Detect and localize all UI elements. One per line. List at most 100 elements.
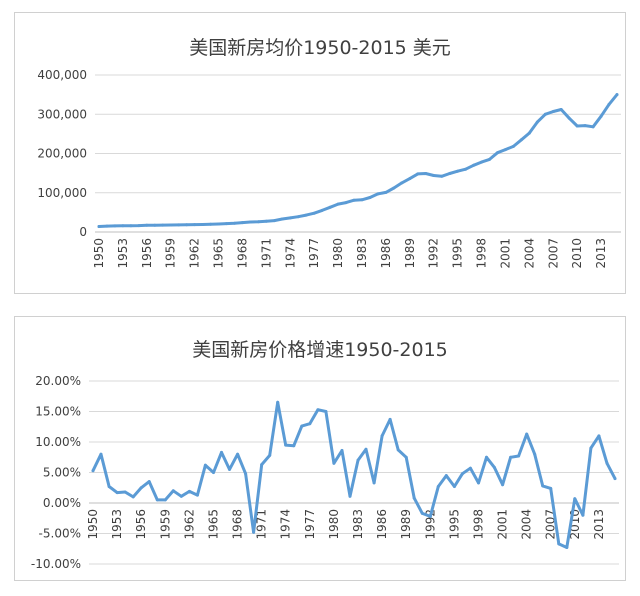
data-point (477, 481, 480, 485)
data-point (252, 530, 256, 534)
data-point (129, 224, 133, 228)
data-point (412, 496, 416, 500)
data-point (605, 461, 609, 465)
data-point (97, 225, 101, 228)
y-tick-label: -10.00% (31, 557, 81, 571)
data-point (260, 463, 264, 467)
data-point (91, 469, 95, 473)
x-tick-label: 1980 (331, 238, 345, 269)
data-point (280, 217, 284, 221)
data-point (565, 546, 569, 549)
data-point (468, 466, 472, 470)
y-tick-label: 200,000 (37, 147, 87, 161)
data-point (496, 151, 499, 155)
data-point (404, 455, 408, 459)
data-point (400, 181, 404, 185)
data-point (380, 434, 384, 438)
data-point (316, 408, 320, 412)
data-point (137, 224, 141, 228)
data-point (348, 494, 352, 498)
data-point (193, 223, 197, 227)
data-point (147, 480, 151, 484)
x-tick-label: 2010 (570, 238, 584, 269)
y-tick-label: 400,000 (37, 68, 87, 82)
x-tick-label: 1998 (471, 509, 485, 540)
x-tick-label: 1977 (307, 238, 321, 269)
data-point (613, 477, 617, 481)
y-tick-label: 300,000 (37, 107, 87, 121)
x-tick-label: 1974 (279, 509, 293, 540)
data-point (344, 201, 348, 205)
x-tick-label: 1962 (188, 238, 202, 269)
data-point (583, 124, 587, 128)
data-point (597, 434, 601, 438)
x-tick-label: 1986 (375, 509, 389, 540)
x-tick-label: 2001 (496, 509, 510, 540)
data-point (105, 224, 109, 228)
data-point (575, 124, 579, 128)
data-point (549, 486, 553, 490)
data-point (448, 172, 452, 175)
data-point (187, 489, 191, 493)
data-point (99, 452, 103, 456)
price-line-chart: 0 100,000 200,000 300,000 400,000 1950 1953 195… (37, 68, 621, 269)
data-point (360, 198, 364, 202)
data-point (288, 216, 292, 220)
x-tick-label: 1965 (206, 509, 220, 540)
data-point (340, 449, 344, 452)
data-point (599, 114, 603, 118)
y-tick-label: 0 (79, 225, 87, 239)
x-tick-label: 1986 (379, 238, 393, 269)
x-tick-label: 2001 (498, 238, 512, 269)
data-point (519, 138, 523, 142)
data-point (501, 483, 505, 487)
data-point (376, 192, 380, 196)
data-point (169, 223, 173, 227)
data-point (541, 484, 545, 488)
data-point (131, 495, 135, 499)
data-point (107, 485, 111, 488)
data-point (392, 186, 396, 190)
data-point (177, 223, 181, 227)
data-point (203, 463, 207, 467)
y-tick-label: 20.00% (35, 374, 81, 388)
x-tick-label: 1983 (351, 509, 365, 540)
data-point (485, 455, 488, 459)
data-point (163, 498, 167, 502)
data-point (233, 221, 236, 225)
data-point (436, 485, 440, 488)
data-point (440, 174, 444, 178)
x-tick-label: 1965 (212, 238, 226, 269)
data-point (444, 474, 448, 478)
data-point (171, 489, 175, 493)
data-point (145, 223, 149, 227)
data-point (248, 220, 252, 224)
data-point (195, 493, 199, 497)
y-tick-label: 100,000 (37, 186, 87, 200)
data-point (352, 198, 356, 202)
series-line (91, 400, 617, 549)
data-point (559, 108, 563, 111)
data-point (535, 120, 539, 124)
data-point (472, 163, 476, 167)
data-point (209, 222, 213, 226)
data-point (372, 481, 376, 485)
data-point (212, 471, 215, 474)
data-point (368, 196, 372, 199)
data-point (244, 472, 248, 476)
x-tick-label: 1968 (231, 509, 245, 540)
data-point (591, 125, 595, 129)
y-tick-label: 5.00% (43, 466, 81, 480)
x-tick-label: 1959 (158, 509, 172, 540)
data-point (573, 497, 577, 501)
x-tick-label: 1950 (92, 238, 106, 269)
data-point (292, 444, 296, 448)
x-tick-label: 1974 (283, 238, 297, 269)
x-tick-label: 1953 (110, 509, 124, 540)
y-tick-label: 0.00% (43, 496, 81, 510)
data-point (420, 511, 424, 515)
data-point (155, 498, 159, 502)
data-point (328, 205, 332, 209)
data-point (201, 223, 205, 226)
data-point (384, 190, 388, 194)
